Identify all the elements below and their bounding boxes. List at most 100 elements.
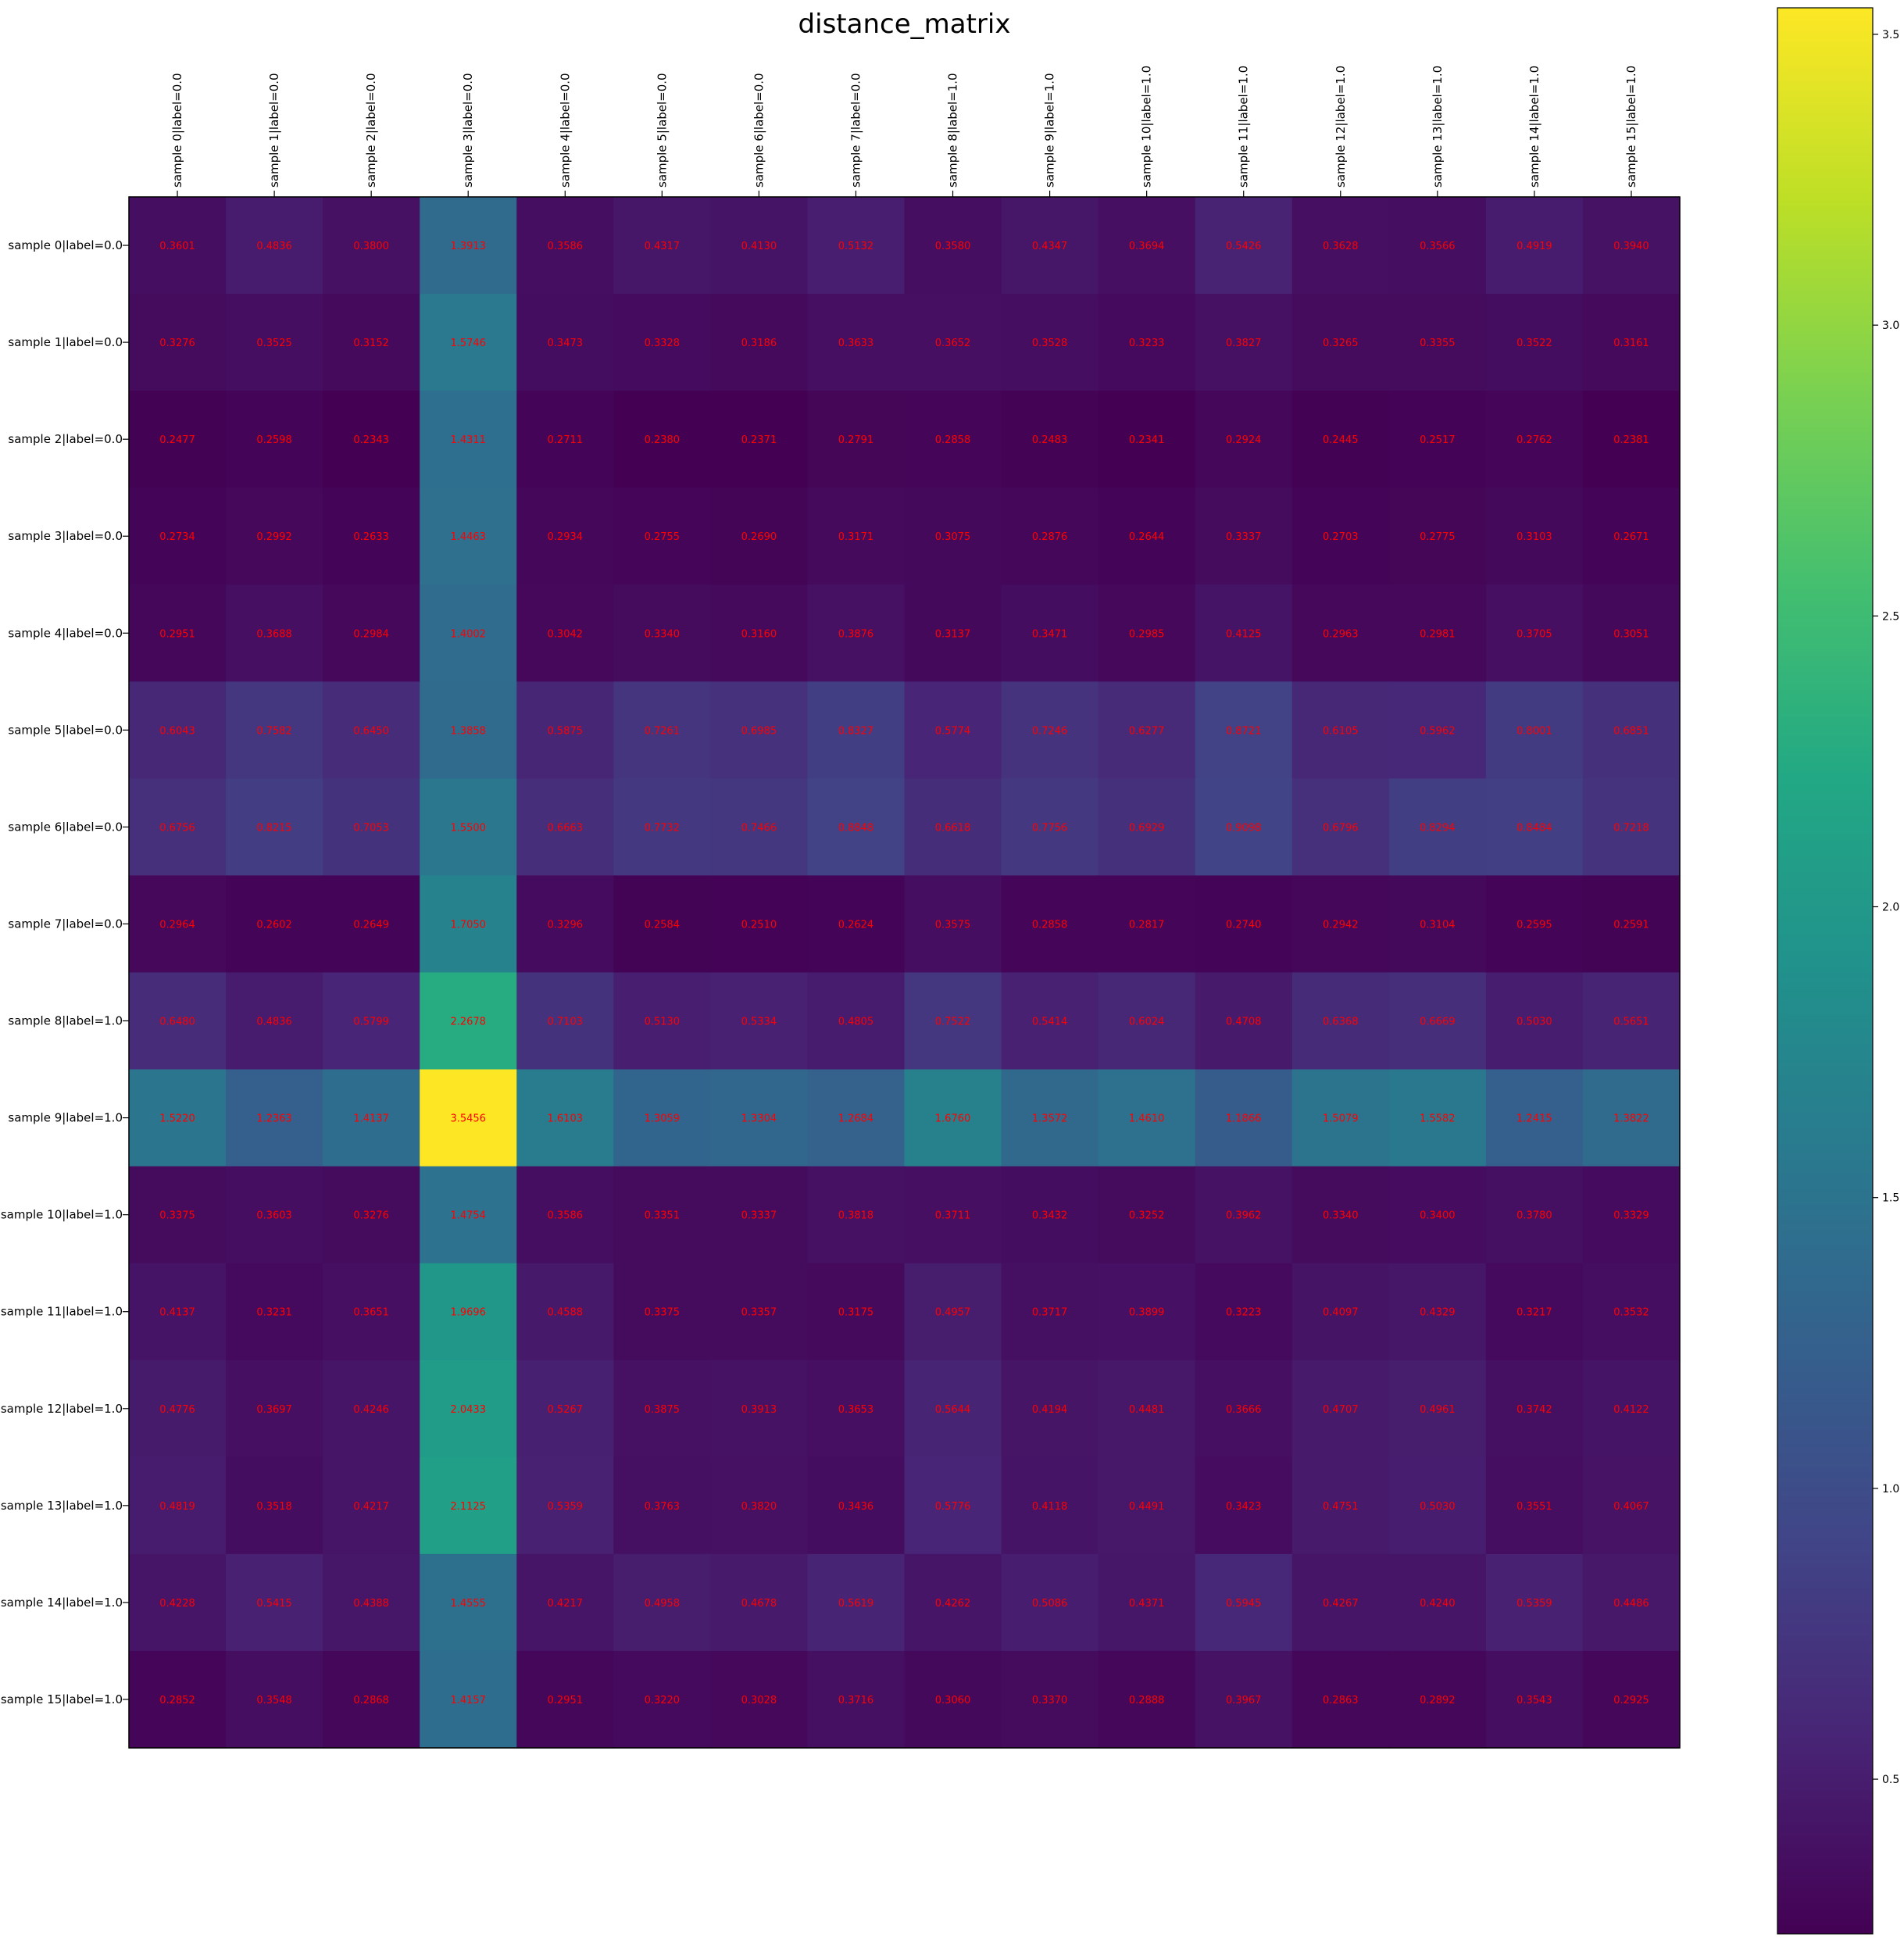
heatmap-cell-r1-c0 xyxy=(129,294,227,391)
y-tick-label: sample 8|label=1.0 xyxy=(8,1014,123,1028)
cell-value-label: 0.7218 xyxy=(1613,822,1649,834)
heatmap-cell-r6-c13 xyxy=(1388,778,1487,877)
heatmap-cell-r8-c11 xyxy=(1195,972,1293,1070)
heatmap-cell-r1-c9 xyxy=(1001,294,1099,391)
cell-value-label: 0.3532 xyxy=(1613,1307,1649,1319)
y-tick-label: sample 12|label=1.0 xyxy=(1,1402,123,1416)
colorbar-ticks: 0.5 1.0 1.5 2.0 2.5 3.0 3.5 xyxy=(1873,29,1899,1786)
heatmap-cell-r1-c4 xyxy=(516,294,614,391)
heatmap-cell-r8-c12 xyxy=(1291,972,1390,1070)
heatmap-cell-r10-c15 xyxy=(1582,1166,1681,1264)
cell-value-label: 0.3471 xyxy=(1032,628,1068,640)
heatmap-cell-r7-c2 xyxy=(323,875,420,974)
cell-value-label: 0.3220 xyxy=(645,1695,681,1706)
heatmap-cell-r7-c1 xyxy=(226,875,323,974)
cell-value-label: 0.3820 xyxy=(741,1501,777,1513)
heatmap-cell-r12-c11 xyxy=(1195,1360,1293,1458)
heatmap-cell-r3-c13 xyxy=(1388,488,1487,585)
colorbar-tick-label: 0.5 xyxy=(1882,1774,1899,1786)
heatmap-cell-r9-c15 xyxy=(1582,1069,1681,1167)
cell-value-label: 1.2684 xyxy=(838,1113,874,1125)
cell-value-label: 0.3357 xyxy=(741,1307,777,1319)
heatmap-cell-r4-c1 xyxy=(226,584,323,682)
heatmap-cell-r10-c11 xyxy=(1195,1166,1293,1264)
cell-value-label: 0.3603 xyxy=(256,1210,292,1222)
cell-value-label: 0.4097 xyxy=(1323,1307,1359,1319)
cell-value-label: 0.6669 xyxy=(1420,1017,1456,1028)
cell-value-label: 0.3580 xyxy=(935,241,971,252)
cell-value-label: 0.2584 xyxy=(645,919,681,931)
heatmap-cell-r3-c9 xyxy=(1001,488,1099,585)
cell-value-label: 0.2981 xyxy=(1420,628,1456,640)
heatmap-cell-r0-c1 xyxy=(226,197,323,295)
cell-value-label: 0.4957 xyxy=(935,1307,971,1319)
heatmap-cell-r3-c0 xyxy=(129,488,227,585)
heatmap-cell-r11-c13 xyxy=(1388,1263,1487,1361)
y-tick-label: sample 6|label=0.0 xyxy=(8,820,123,834)
cell-value-label: 0.3337 xyxy=(741,1210,777,1222)
cell-value-label: 0.4836 xyxy=(256,241,292,252)
cell-value-label: 0.3913 xyxy=(741,1404,777,1416)
cell-value-label: 0.4228 xyxy=(159,1598,195,1610)
cell-value-label: 0.5359 xyxy=(1516,1598,1552,1610)
cell-value-label: 0.2963 xyxy=(1323,628,1359,640)
heatmap-cell-r10-c7 xyxy=(807,1166,906,1264)
cell-value-label: 0.3028 xyxy=(741,1695,777,1706)
cell-value-label: 0.5334 xyxy=(741,1017,777,1028)
heatmap-cell-r2-c11 xyxy=(1195,391,1293,488)
heatmap-cell-r1-c13 xyxy=(1388,294,1487,391)
cell-value-label: 0.3548 xyxy=(256,1695,292,1706)
heatmap-cell-r3-c11 xyxy=(1195,488,1293,585)
heatmap-cell-r13-c4 xyxy=(516,1456,614,1555)
cell-value-label: 0.2858 xyxy=(935,434,971,446)
cell-value-label: 0.3601 xyxy=(159,241,195,252)
cell-value-label: 0.2925 xyxy=(1613,1695,1649,1706)
cell-value-label: 0.2868 xyxy=(353,1695,389,1706)
heatmap-cell-r3-c4 xyxy=(516,488,614,585)
cell-value-label: 1.1866 xyxy=(1226,1113,1262,1125)
heatmap-cell-r6-c10 xyxy=(1098,778,1196,877)
y-tick-label: sample 4|label=0.0 xyxy=(8,626,123,640)
cell-value-label: 0.3276 xyxy=(159,338,195,349)
heatmap-cell-r6-c8 xyxy=(904,778,1002,877)
cell-value-label: 0.6480 xyxy=(159,1017,195,1028)
cell-value-label: 1.5746 xyxy=(450,338,486,349)
cell-value-label: 0.7756 xyxy=(1032,822,1068,834)
cell-value-label: 1.6760 xyxy=(935,1113,971,1125)
heatmap-cell-r3-c6 xyxy=(710,488,809,585)
cell-value-label: 0.3653 xyxy=(838,1404,874,1416)
x-tick-label: sample 15|label=1.0 xyxy=(1624,66,1638,188)
cell-value-label: 0.2858 xyxy=(1032,919,1068,931)
heatmap-cell-r8-c2 xyxy=(323,972,420,1070)
heatmap-cell-r13-c8 xyxy=(904,1456,1002,1555)
cell-value-label: 0.2734 xyxy=(159,531,195,543)
heatmap-cell-r1-c10 xyxy=(1098,294,1196,391)
heatmap-cell-r12-c13 xyxy=(1388,1360,1487,1458)
cell-value-label: 0.2817 xyxy=(1129,919,1165,931)
y-tick-label: sample 15|label=1.0 xyxy=(1,1692,123,1706)
cell-value-label: 1.3572 xyxy=(1032,1113,1068,1125)
cell-value-label: 0.2602 xyxy=(256,919,292,931)
cell-value-label: 0.4708 xyxy=(1226,1017,1262,1028)
heatmap-cell-r7-c9 xyxy=(1001,875,1099,974)
cell-value-label: 0.6024 xyxy=(1129,1017,1165,1028)
heatmap-cell-r5-c6 xyxy=(710,681,809,779)
cell-value-label: 0.4347 xyxy=(1032,241,1068,252)
cell-value-label: 0.2371 xyxy=(741,434,777,446)
cell-value-label: 0.2644 xyxy=(1129,531,1165,543)
cell-value-label: 0.3697 xyxy=(256,1404,292,1416)
heatmap-cell-r1-c6 xyxy=(710,294,809,391)
cell-value-label: 0.3633 xyxy=(838,338,874,349)
cell-value-label: 0.2888 xyxy=(1129,1695,1165,1706)
heatmap-cell-r7-c3 xyxy=(420,875,517,974)
heatmap-cell-r6-c4 xyxy=(516,778,614,877)
heatmap-cell-r10-c0 xyxy=(129,1166,227,1264)
cell-value-label: 0.3217 xyxy=(1516,1307,1552,1319)
heatmap-cell-r1-c7 xyxy=(807,294,906,391)
cell-value-label: 0.3586 xyxy=(548,1210,584,1222)
cell-value-label: 0.3586 xyxy=(548,241,584,252)
heatmap-cell-r11-c14 xyxy=(1485,1263,1584,1361)
y-tick-label: sample 1|label=0.0 xyxy=(8,335,123,349)
heatmap-cell-r12-c12 xyxy=(1291,1360,1390,1458)
heatmap-cell-r12-c15 xyxy=(1582,1360,1681,1458)
